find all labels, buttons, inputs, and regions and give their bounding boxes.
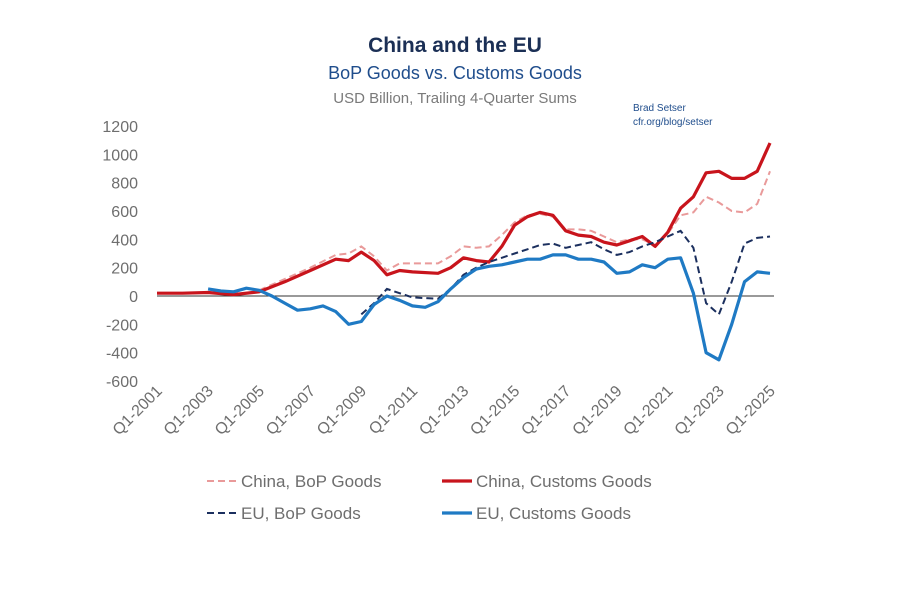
chart-units: USD Billion, Trailing 4-Quarter Sums (333, 90, 576, 107)
legend-label: EU, Customs Goods (476, 504, 631, 523)
x-tick-label: Q1-2001 (110, 383, 166, 439)
y-tick-label: -400 (106, 346, 138, 363)
x-tick-label: Q1-2007 (263, 383, 319, 439)
series-line-china-bop-goods (258, 170, 771, 292)
y-tick-label: 800 (111, 176, 138, 193)
chart-subtitle: BoP Goods vs. Customs Goods (328, 63, 582, 83)
y-tick-label: 600 (111, 204, 138, 221)
y-tick-label: 1200 (102, 119, 138, 136)
y-tick-label: -200 (106, 317, 138, 334)
x-tick-label: Q1-2009 (314, 383, 370, 439)
y-tick-label: -600 (106, 374, 138, 391)
y-tick-label: 1000 (102, 147, 138, 164)
x-tick-label: Q1-2025 (723, 383, 779, 439)
x-tick-label: Q1-2017 (518, 383, 574, 439)
legend-label: China, BoP Goods (241, 472, 382, 491)
y-tick-label: 0 (129, 289, 138, 306)
x-tick-label: Q1-2015 (467, 383, 523, 439)
x-tick-label: Q1-2003 (161, 383, 217, 439)
x-tick-label: Q1-2013 (416, 383, 472, 439)
legend-label: EU, BoP Goods (241, 504, 361, 523)
series-line-eu-customs-goods (207, 253, 771, 362)
series-line-eu-bop-goods (360, 229, 771, 317)
x-tick-label: Q1-2019 (570, 383, 626, 439)
series-line-china-customs-goods (157, 142, 772, 297)
x-tick-label: Q1-2023 (672, 383, 728, 439)
credit-url: cfr.org/blog/setser (633, 117, 713, 128)
x-tick-label: Q1-2005 (212, 383, 268, 439)
legend-label: China, Customs Goods (476, 472, 652, 491)
y-tick-label: 400 (111, 232, 138, 249)
chart-title: China and the EU (368, 34, 542, 57)
y-tick-label: 200 (111, 261, 138, 278)
credit-author: Brad Setser (633, 103, 686, 114)
x-tick-label: Q1-2021 (621, 383, 677, 439)
x-tick-label: Q1-2011 (366, 383, 421, 438)
